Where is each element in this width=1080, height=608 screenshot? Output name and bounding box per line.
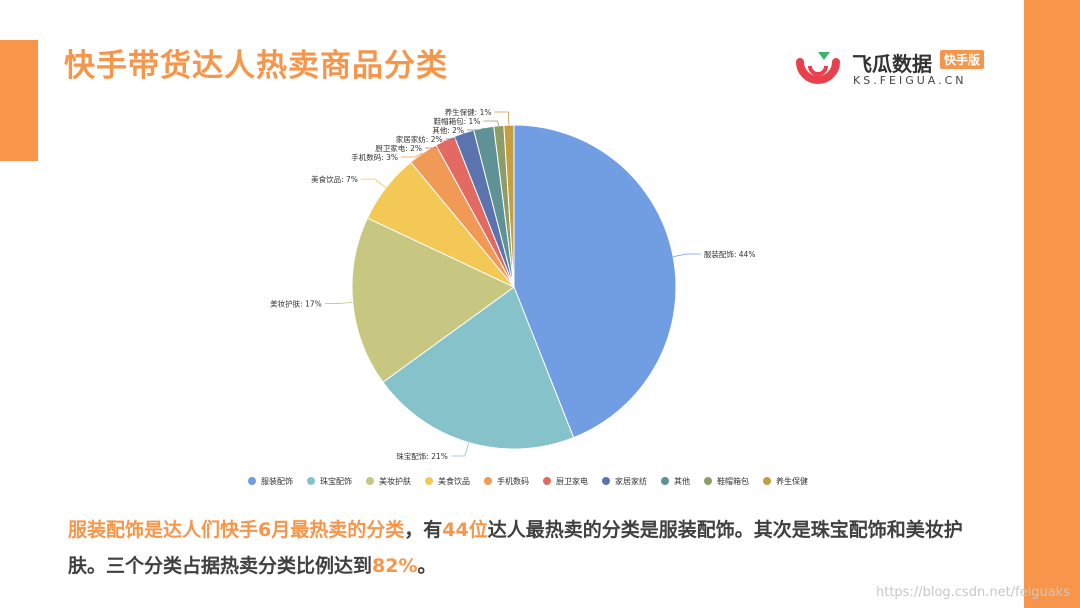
pie-slice-label: 养生保健: 1% xyxy=(445,107,492,117)
legend-swatch xyxy=(307,477,315,485)
legend-item: 珠宝配饰 xyxy=(307,476,352,487)
summary-text-part: 。 xyxy=(417,555,437,577)
legend-item: 服装配饰 xyxy=(248,476,293,487)
legend-label: 养生保健 xyxy=(776,476,808,486)
legend-item: 养生保健 xyxy=(763,476,808,487)
left-accent-bar xyxy=(0,40,38,161)
pie-slice-label: 美妆护肤: 17% xyxy=(270,299,322,309)
pie-slice xyxy=(382,286,575,450)
pie-leader-line xyxy=(467,127,484,131)
legend-swatch xyxy=(425,477,433,485)
pie-slice-label: 服装配饰: 44% xyxy=(704,249,756,259)
legend-item: 鞋帽箱包 xyxy=(704,476,749,487)
pie-slice-label: 厨卫家电: 2% xyxy=(375,143,422,153)
page-title: 快手带货达人热卖商品分类 xyxy=(64,48,448,84)
summary-text-part: ，有 xyxy=(404,519,443,541)
summary-highlight-percent: 82% xyxy=(372,555,418,577)
legend-label: 珠宝配饰 xyxy=(320,476,352,486)
legend-label: 手机数码 xyxy=(497,476,529,486)
legend-swatch xyxy=(543,477,551,485)
pie-slice xyxy=(513,124,677,439)
logo-badge: 快手版 xyxy=(940,50,985,69)
summary-text: 服装配饰是达人们快手6月最热卖的分类，有44位达人最热卖的分类是服装配饰。其次是… xyxy=(68,512,978,584)
legend-label: 家居家纺 xyxy=(615,476,647,486)
legend-label: 其他 xyxy=(674,476,690,486)
legend-swatch xyxy=(602,477,610,485)
pie-slice xyxy=(503,124,515,288)
pie-slice-label: 手机数码: 3% xyxy=(351,152,398,162)
legend-item: 手机数码 xyxy=(484,476,529,487)
chart-legend: 服装配饰 珠宝配饰 美妆护肤 美食饮品 手机数码 厨卫家电 家居家纺 其他 鞋帽箱包 养生保健 xyxy=(248,474,808,488)
pie-leader-line xyxy=(483,120,500,126)
legend-item: 其他 xyxy=(661,476,690,487)
pie-leader-line xyxy=(673,253,701,258)
pie-slice xyxy=(351,217,515,383)
logo-domain: KS.FEIGUA.CN xyxy=(853,74,967,87)
legend-label: 美妆护肤 xyxy=(379,476,411,486)
right-accent-bar xyxy=(1024,0,1080,608)
pie-leader-line xyxy=(494,111,510,126)
logo-name: 飞瓜数据 xyxy=(852,52,932,76)
pie-slice-label: 其他: 2% xyxy=(432,125,464,135)
pie-leader-line xyxy=(445,132,465,140)
legend-label: 美食饮品 xyxy=(438,476,470,486)
legend-item: 美食饮品 xyxy=(425,476,470,487)
legend-swatch xyxy=(763,477,771,485)
legend-swatch xyxy=(661,477,669,485)
legend-item: 厨卫家电 xyxy=(543,476,588,487)
legend-label: 厨卫家电 xyxy=(556,476,588,486)
pie-slice-label: 鞋帽箱包: 1% xyxy=(434,116,481,126)
watermark: https://blog.csdn.net/feiguaks xyxy=(875,585,1070,600)
summary-highlight-category: 服装配饰是达人们快手6月最热卖的分类 xyxy=(68,519,405,541)
legend-label: 服装配饰 xyxy=(261,476,293,486)
pie-leader-line xyxy=(324,301,353,304)
legend-label: 鞋帽箱包 xyxy=(717,476,749,486)
pie-leader-line xyxy=(450,442,470,457)
pie-chart: 服装配饰: 44% 珠宝配饰: 21% 美妆护肤: 17% 美食饮品: 7% 手机数码:… xyxy=(270,107,756,461)
pie-leader-line xyxy=(401,152,424,158)
legend-swatch xyxy=(704,477,712,485)
feigua-logo: 飞瓜数据 快手版 KS.FEIGUA.CN xyxy=(796,44,996,92)
legend-swatch xyxy=(484,477,492,485)
summary-text-part: 达人最热卖的分类是服装配饰。其次是珠宝配饰和美妆护肤。三个分类占据热卖分类比例达… xyxy=(68,519,963,577)
pie-slice-label: 珠宝配饰: 21% xyxy=(396,451,448,461)
legend-swatch xyxy=(248,477,256,485)
legend-swatch xyxy=(366,477,374,485)
feigua-logo-icon xyxy=(796,52,840,84)
pie-leader-line xyxy=(425,140,446,149)
pie-slice-label: 美食饮品: 7% xyxy=(311,174,358,184)
summary-highlight-count: 44位 xyxy=(442,519,488,541)
pie-slice-label: 家居家纺: 2% xyxy=(396,134,443,144)
legend-item: 美妆护肤 xyxy=(366,476,411,487)
pie-leader-line xyxy=(360,178,387,189)
legend-item: 家居家纺 xyxy=(602,476,647,487)
